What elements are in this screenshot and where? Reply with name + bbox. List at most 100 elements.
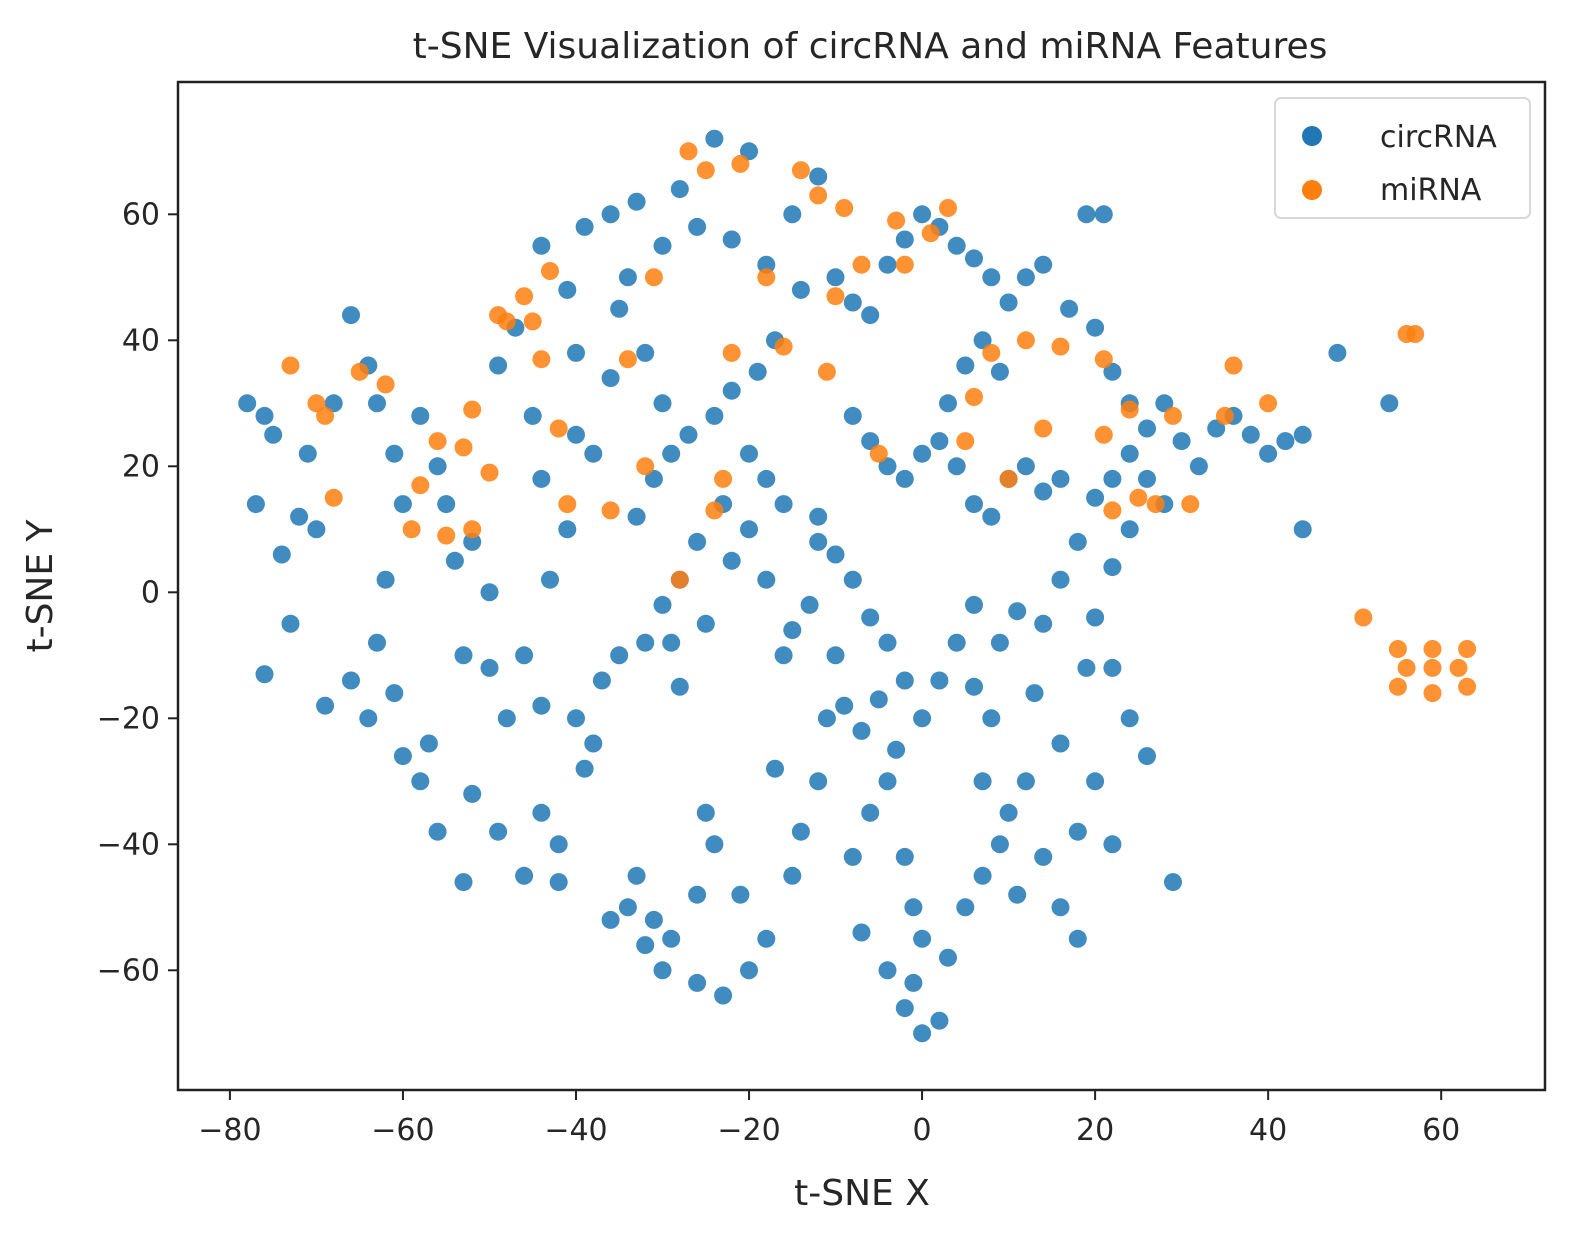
mirna-point-52 <box>1051 337 1070 356</box>
circrna-point-79 <box>913 1024 932 1043</box>
plot-points <box>238 129 1477 1043</box>
circrna-point-202 <box>515 646 534 665</box>
circrna-point-139 <box>1034 255 1053 274</box>
mirna-point-20 <box>549 419 568 438</box>
circrna-point-21 <box>445 551 464 570</box>
mirna-point-19 <box>541 262 559 280</box>
x-axis: −80 −60 −40 −20 0 20 40 60 <box>198 1090 1460 1148</box>
y-tick-label-6: 60 <box>122 197 160 232</box>
circrna-point-15 <box>376 570 395 589</box>
circrna-point-160 <box>1016 457 1035 476</box>
circrna-point-169 <box>1138 469 1156 488</box>
x-tick-label-7: 60 <box>1422 1113 1460 1148</box>
mirna-point-6 <box>402 520 421 539</box>
mirna-point-61 <box>1215 406 1234 425</box>
circrna-point-62 <box>809 532 828 551</box>
y-tick-label-1: −40 <box>97 827 160 862</box>
circrna-point-129 <box>861 306 880 325</box>
mirna-point-42 <box>887 211 906 230</box>
circrna-point-83 <box>956 898 975 917</box>
circrna-point-8 <box>281 614 300 633</box>
circrna-point-221 <box>1025 684 1044 703</box>
mirna-point-75 <box>1458 677 1477 696</box>
mirna-point-69 <box>1423 684 1442 703</box>
circrna-point-230 <box>601 205 620 224</box>
legend-label-circrna: circRNA <box>1380 120 1497 155</box>
x-tick-label-5: 20 <box>1076 1113 1114 1148</box>
circrna-point-85 <box>990 835 1009 854</box>
mirna-point-22 <box>601 501 620 520</box>
circrna-point-16 <box>368 633 386 652</box>
circrna-point-57 <box>722 551 741 570</box>
circrna-point-105 <box>1189 457 1208 476</box>
circrna-point-56 <box>696 614 715 633</box>
circrna-point-89 <box>1051 898 1070 917</box>
circrna-point-49 <box>714 986 733 1005</box>
circrna-point-36 <box>584 444 603 463</box>
circrna-point-5 <box>307 520 326 539</box>
mirna-point-23 <box>618 350 637 369</box>
circrna-point-165 <box>1060 299 1079 318</box>
circrna-point-162 <box>1051 469 1070 488</box>
mirna-point-62 <box>1224 356 1243 375</box>
circrna-point-2 <box>264 425 283 444</box>
circrna-point-227 <box>990 362 1009 381</box>
circrna-point-43 <box>653 961 672 980</box>
mirna-point-58 <box>1146 495 1165 514</box>
circrna-point-131 <box>895 230 914 249</box>
mirna-point-33 <box>757 268 776 287</box>
circrna-point-24 <box>497 709 516 728</box>
mirna-point-74 <box>1388 677 1407 696</box>
legend-marker-circrna <box>1302 126 1322 146</box>
circrna-point-211 <box>411 772 430 791</box>
mirna-point-53 <box>1094 350 1113 369</box>
circrna-point-110 <box>1276 432 1295 451</box>
circrna-point-203 <box>480 583 499 602</box>
circrna-point-153 <box>895 469 914 488</box>
circrna-point-229 <box>636 343 655 362</box>
circrna-point-120 <box>688 217 707 236</box>
circrna-point-144 <box>722 381 741 400</box>
mirna-point-32 <box>731 154 750 173</box>
circrna-point-77 <box>913 929 932 948</box>
mirna-point-10 <box>454 438 473 457</box>
circrna-point-158 <box>982 507 1001 526</box>
circrna-point-127 <box>826 268 845 287</box>
circrna-point-39 <box>584 734 603 753</box>
circrna-point-22 <box>454 646 473 665</box>
circrna-point-132 <box>913 205 932 224</box>
circrna-point-1 <box>255 406 274 425</box>
circrna-point-73 <box>783 866 802 885</box>
mirna-point-2 <box>316 406 335 425</box>
mirna-point-67 <box>1423 658 1442 677</box>
mirna-point-5 <box>376 375 395 394</box>
circrna-point-217 <box>817 709 836 728</box>
circrna-point-65 <box>852 721 871 740</box>
mirna-point-0 <box>281 356 300 375</box>
mirna-point-37 <box>817 362 836 381</box>
circrna-point-215 <box>731 885 750 904</box>
mirna-point-72 <box>1388 640 1407 658</box>
circrna-point-114 <box>1328 343 1347 362</box>
mirna-point-55 <box>1103 501 1122 520</box>
circrna-point-150 <box>843 406 862 425</box>
mirna-point-13 <box>480 463 499 482</box>
circrna-point-81 <box>904 973 923 992</box>
circrna-point-7 <box>255 665 274 684</box>
circrna-point-232 <box>532 236 551 255</box>
circrna-point-228 <box>653 394 672 413</box>
circrna-point-190 <box>774 495 793 514</box>
mirna-point-43 <box>895 255 914 274</box>
circrna-point-108 <box>1241 425 1260 444</box>
circrna-point-52 <box>705 835 724 854</box>
circrna-point-166 <box>1086 318 1105 337</box>
mirna-point-12 <box>463 400 482 419</box>
circrna-point-174 <box>1103 658 1122 677</box>
circrna-point-192 <box>740 444 758 463</box>
circrna-point-75 <box>895 847 914 866</box>
legend: circRNA miRNA <box>1274 97 1531 219</box>
circrna-point-149 <box>627 507 646 526</box>
circrna-point-231 <box>575 217 594 236</box>
circrna-point-185 <box>878 633 897 652</box>
